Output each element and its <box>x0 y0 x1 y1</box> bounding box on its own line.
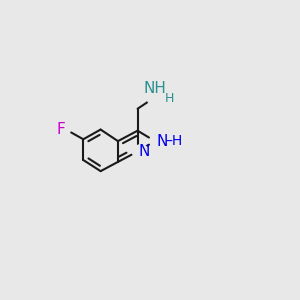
Text: F: F <box>56 122 65 137</box>
Text: –H: –H <box>165 134 182 148</box>
Text: NH: NH <box>143 81 166 96</box>
Circle shape <box>147 89 163 105</box>
Circle shape <box>152 134 165 148</box>
Circle shape <box>58 124 69 135</box>
Circle shape <box>134 145 148 158</box>
Text: N: N <box>156 134 167 148</box>
Text: N: N <box>139 144 150 159</box>
Text: H: H <box>165 92 174 105</box>
